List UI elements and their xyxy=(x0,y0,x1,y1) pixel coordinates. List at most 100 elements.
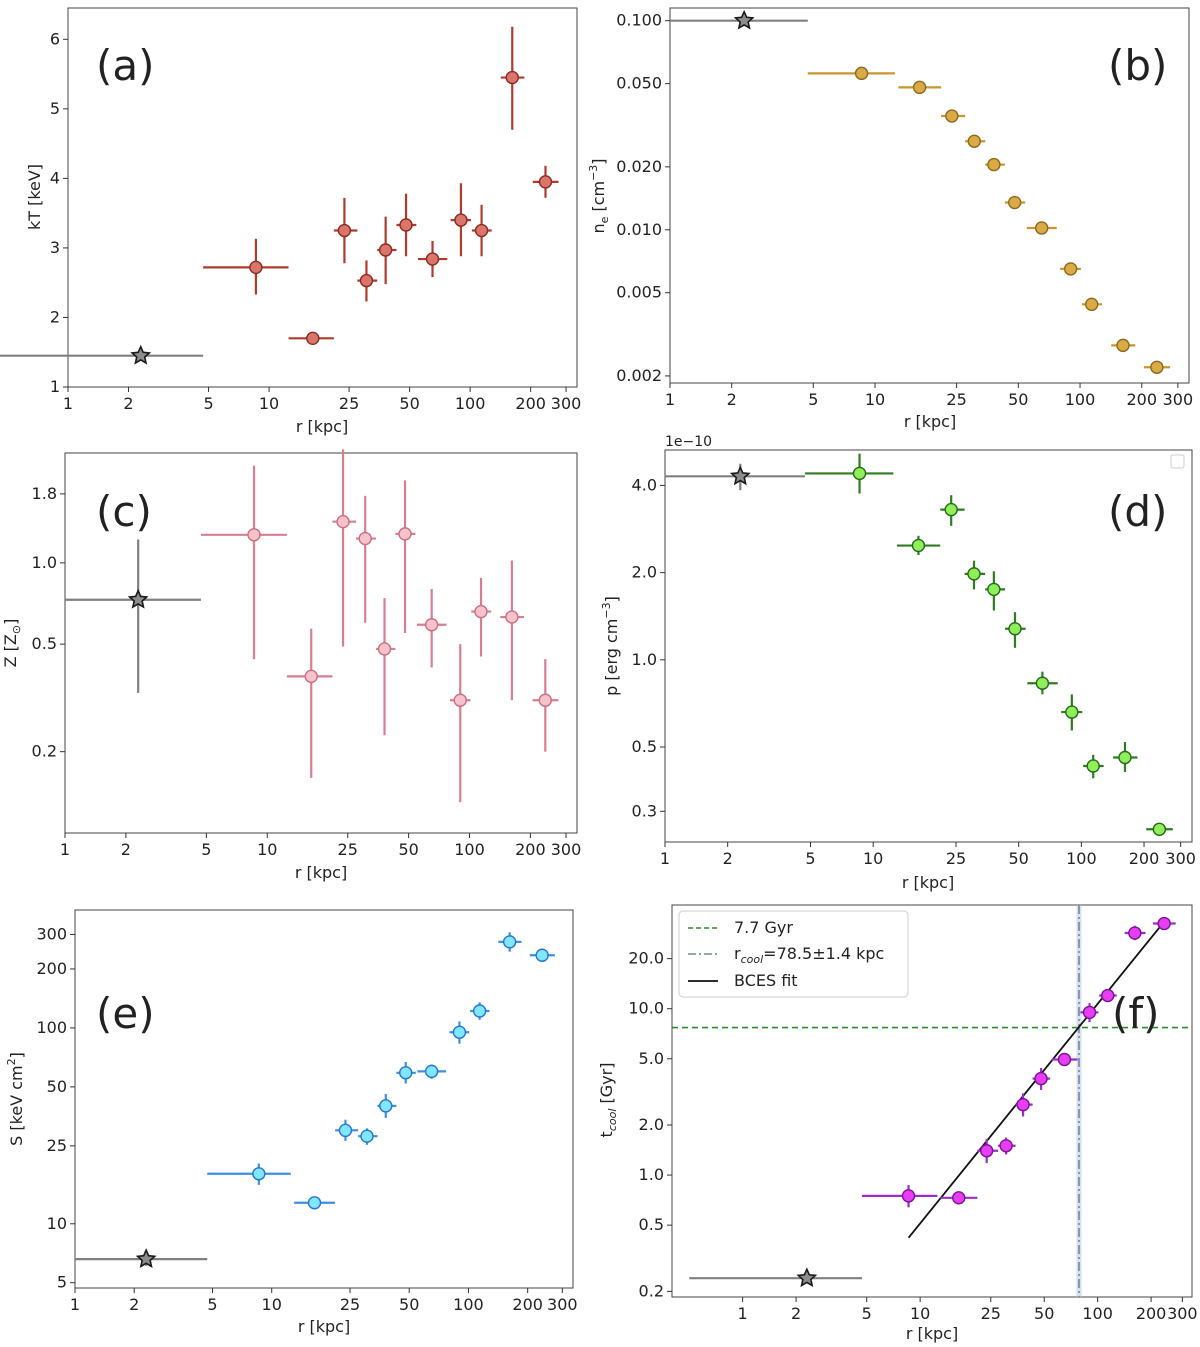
y-label-sup: 2 xyxy=(5,1058,18,1065)
star-point xyxy=(0,344,204,365)
point-marker xyxy=(359,273,374,288)
point-marker xyxy=(1007,195,1022,210)
data-point xyxy=(416,589,447,668)
data-point xyxy=(417,1064,447,1079)
data-point xyxy=(377,216,397,285)
panel-f: 1 2 5 10 25 50 100 200 300 0.20.51.02.05.010.020… xyxy=(597,904,1198,1343)
star-point xyxy=(689,1267,862,1288)
x-tick-label: 200 xyxy=(512,1295,543,1314)
y-tick-label: 0.5 xyxy=(639,1215,664,1234)
data-point xyxy=(498,932,522,952)
axes-frame xyxy=(74,909,574,1289)
point-marker xyxy=(247,528,261,542)
point-marker xyxy=(852,466,867,481)
point-marker xyxy=(1063,262,1078,276)
y-axis-label: p [erg cm−3] xyxy=(600,596,621,696)
y-tick-label: 0.2 xyxy=(32,742,57,761)
panel-c: 1 2 5 10 25 50 100 200 300 0.20.51.01.8 (c) r [k… xyxy=(1,449,581,882)
data-point xyxy=(1152,916,1176,931)
data-point xyxy=(335,1119,359,1141)
data-point xyxy=(1143,360,1171,374)
rcool-sub: cool xyxy=(741,953,764,966)
y-label-main: Z [Z xyxy=(1,634,20,667)
y-label-end: [Gyr] xyxy=(597,1063,616,1109)
y-tick-label: 2.0 xyxy=(632,563,657,582)
data-point xyxy=(286,628,333,778)
x-tick-label: 100 xyxy=(454,840,485,859)
axes-frame xyxy=(671,904,1193,1298)
x-tick-label: 1 xyxy=(60,840,70,859)
y-axis-label: Z [Z⊙] xyxy=(1,619,23,668)
data-marks xyxy=(75,932,555,1269)
panel-label: (b) xyxy=(1108,41,1167,90)
point-marker xyxy=(474,223,489,238)
point-marker xyxy=(1118,750,1132,765)
data-point xyxy=(471,204,492,257)
point-marker xyxy=(987,582,1001,597)
point-marker xyxy=(1150,360,1164,374)
x-tick-label: 5 xyxy=(201,840,211,859)
y-axis-label: ne [cm−3] xyxy=(587,158,611,233)
data-point xyxy=(470,1002,490,1020)
y-tick-label: 1 xyxy=(50,377,60,396)
star-marker xyxy=(733,9,755,30)
panel-b: 1 2 5 10 25 50 100 200 300 0.0020.0050.0100.0200… xyxy=(587,7,1193,431)
data-marks xyxy=(670,9,1171,374)
point-marker xyxy=(307,1196,322,1210)
data-point xyxy=(998,1137,1016,1155)
data-point xyxy=(1083,754,1104,779)
y-tick-label: 0.020 xyxy=(616,157,662,176)
point-marker xyxy=(337,223,352,238)
point-marker xyxy=(967,134,982,148)
x-tick-label: 1 xyxy=(665,390,675,409)
point-marker xyxy=(398,527,412,541)
y-label-end: ] xyxy=(589,158,608,164)
y-label-unit: [cm xyxy=(589,181,608,217)
x-tick-label: 100 xyxy=(1065,390,1096,409)
point-marker xyxy=(505,610,519,624)
x-tick-label: 50 xyxy=(1008,390,1028,409)
data-point xyxy=(940,1191,978,1205)
x-tick-label: 2 xyxy=(121,840,131,859)
data-point xyxy=(417,240,448,278)
rcool-rest: =78.5±1.4 kpc xyxy=(763,944,884,963)
x-tick-label: 25 xyxy=(946,849,966,868)
point-marker xyxy=(1157,916,1171,931)
x-tick-label: 25 xyxy=(981,1304,1001,1323)
y-label-main: S [keV cm xyxy=(7,1065,26,1145)
point-marker xyxy=(1008,622,1022,636)
y-tick-label: 1.0 xyxy=(32,553,57,572)
data-point xyxy=(396,1061,416,1084)
x-ticks: 1 2 5 10 25 50 100 200 300 xyxy=(70,1288,578,1314)
point-marker xyxy=(1128,926,1142,940)
point-marker xyxy=(1034,221,1049,235)
point-marker xyxy=(378,243,393,257)
data-point xyxy=(965,134,986,148)
data-point xyxy=(532,165,559,198)
x-tick-label: 5 xyxy=(862,1304,872,1323)
point-marker xyxy=(453,693,467,707)
data-point xyxy=(203,238,289,295)
point-marker xyxy=(304,669,318,684)
x-tick-label: 200 xyxy=(1129,849,1160,868)
star-marker xyxy=(127,588,149,609)
data-point xyxy=(1099,988,1117,1003)
legend: 7.7 Gyr rcool=78.5±1.4 kpc BCES fit xyxy=(678,910,909,998)
point-marker xyxy=(901,1189,916,1203)
x-tick-label: 10 xyxy=(257,840,277,859)
data-point xyxy=(376,598,396,736)
data-point xyxy=(1060,262,1081,276)
data-marks xyxy=(665,453,1173,836)
point-marker xyxy=(1085,297,1099,312)
y-tick-label: 0.5 xyxy=(32,634,57,653)
data-point xyxy=(941,109,966,123)
data-point xyxy=(804,453,894,494)
y-ticks: 5 10 25 50 100 200 300 xyxy=(36,924,75,1292)
data-point xyxy=(396,193,417,257)
x-axis-label: r [kpc] xyxy=(906,1324,958,1343)
star-point xyxy=(75,1248,208,1269)
data-point xyxy=(449,1021,470,1044)
x-axis-label: r [kpc] xyxy=(295,863,347,882)
